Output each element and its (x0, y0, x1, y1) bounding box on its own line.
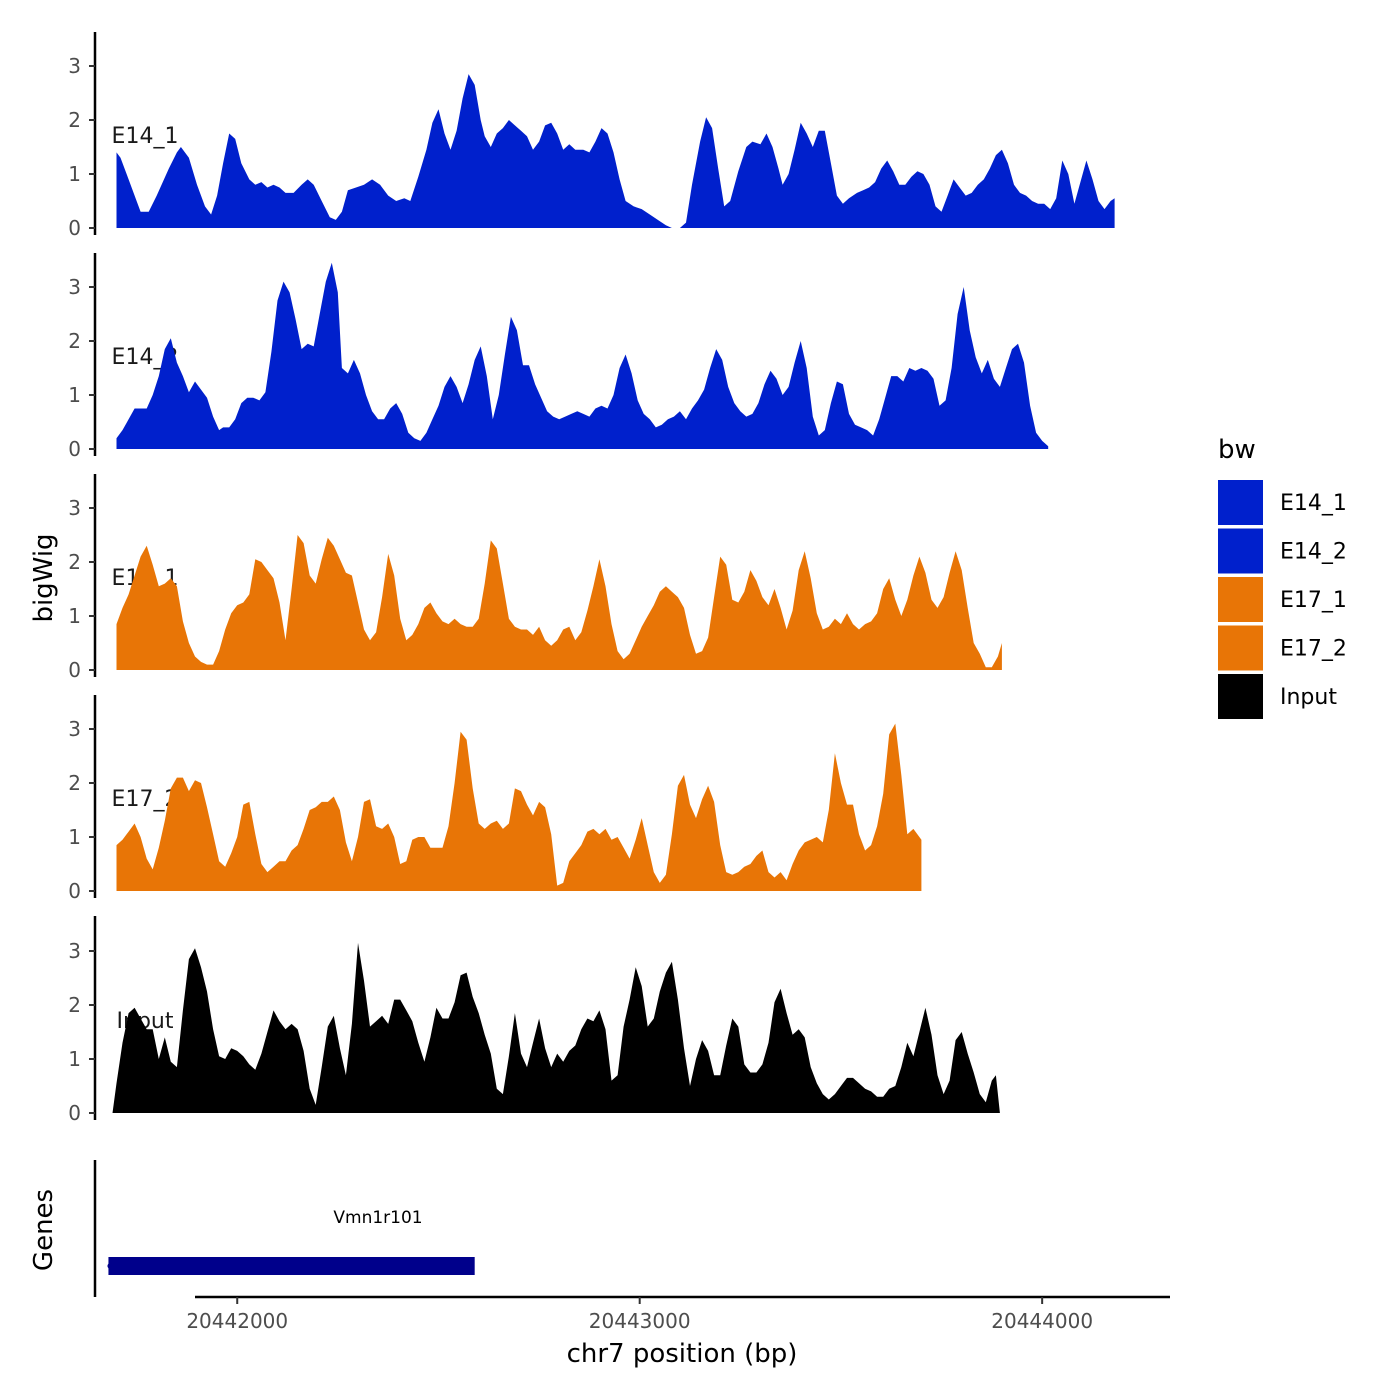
track-label: E14_1 (112, 124, 179, 149)
x-tick-label: 20443000 (589, 1309, 691, 1333)
legend-swatch-E14_1 (1218, 480, 1263, 525)
y-tick-label: 1 (68, 1047, 81, 1071)
legend-label: E17_2 (1280, 637, 1347, 662)
y-axis-title: bigWig (29, 533, 59, 622)
y-tick-label: 3 (68, 939, 81, 963)
y-tick-label: 0 (68, 437, 81, 461)
y-tick-label: 1 (68, 162, 81, 186)
genes-axis-title: Genes (29, 1189, 59, 1271)
y-tick-label: 2 (68, 993, 81, 1017)
y-tick-label: 0 (68, 216, 81, 240)
legend: bw E14_1 E14_2 E17_1 E17_2 Input (1218, 435, 1347, 719)
series-area-Input (112, 942, 1000, 1113)
x-axis-title: chr7 position (bp) (567, 1339, 798, 1369)
track-E14_1: 0 1 2 3 E14_1 (68, 32, 1115, 240)
legend-label: E14_1 (1280, 491, 1347, 516)
y-tick-label: 1 (68, 825, 81, 849)
legend-label: Input (1280, 685, 1337, 710)
y-tick-label: 2 (68, 771, 81, 795)
y-tick-label: 2 (68, 329, 81, 353)
x-tick-label: 20442000 (186, 1309, 288, 1333)
y-tick-label: 2 (68, 108, 81, 132)
y-tick-label: 0 (68, 879, 81, 903)
legend-swatch-Input (1218, 674, 1263, 719)
y-tick-label: 0 (68, 1101, 81, 1125)
y-tick-label: 2 (68, 550, 81, 574)
legend-title: bw (1218, 435, 1256, 465)
series-area-E17_2 (116, 723, 922, 891)
legend-label: E14_2 (1280, 540, 1347, 565)
y-tick-label: 3 (68, 717, 81, 741)
genes-panel: Vmn1r101 (93, 1160, 475, 1297)
legend-swatch-E14_2 (1218, 528, 1263, 574)
x-tick-label: 20444000 (991, 1309, 1093, 1333)
y-tick-label: 0 (68, 658, 81, 682)
series-area-E14_1 (116, 74, 1115, 228)
gene-label: Vmn1r101 (333, 1208, 422, 1228)
y-tick-label: 1 (68, 383, 81, 407)
legend-label: E17_1 (1280, 588, 1347, 613)
y-tick-label: 3 (68, 54, 81, 78)
gene-bar-Vmn1r101 (108, 1257, 475, 1275)
tracks-group: 0123E14_10123E14_20123E17_10123E17_20123… (68, 32, 1115, 1125)
legend-swatch-E17_1 (1218, 577, 1263, 622)
y-tick-label: 3 (68, 275, 81, 299)
x-axis: 20442000 20443000 20444000 (186, 1295, 1170, 1333)
y-tick-label: 3 (68, 496, 81, 520)
legend-swatch-E17_2 (1218, 625, 1263, 671)
gene-start-marker (107, 1263, 114, 1269)
y-tick-label: 1 (68, 604, 81, 628)
series-area-E17_1 (116, 535, 1002, 670)
series-area-E14_2 (116, 262, 1049, 449)
